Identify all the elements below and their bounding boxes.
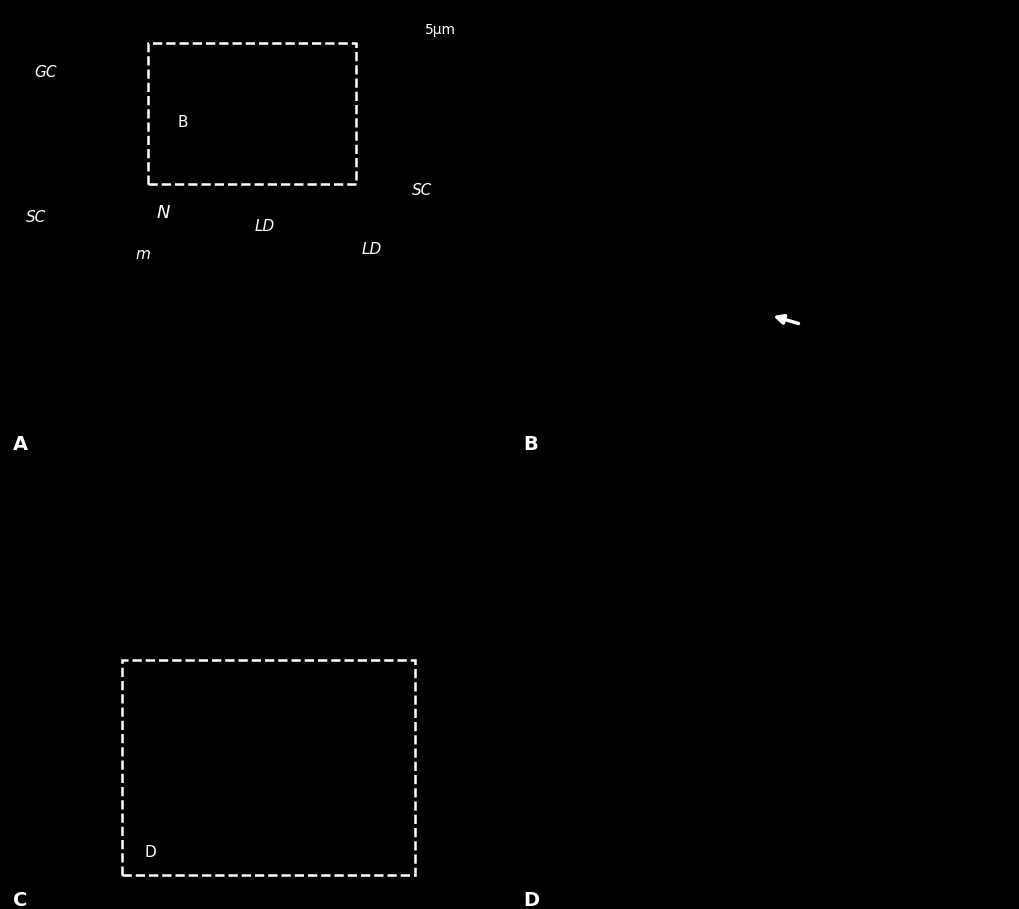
Text: LD: LD: [41, 770, 61, 785]
Text: m: m: [757, 847, 772, 862]
Text: B: B: [177, 115, 189, 130]
Bar: [122, 660, 415, 875]
Text: m: m: [948, 523, 963, 538]
Text: LD: LD: [849, 641, 869, 655]
Text: Ap: Ap: [394, 822, 415, 837]
Text: LD: LD: [963, 346, 983, 361]
Text: C: C: [12, 891, 28, 909]
Text: B: B: [523, 435, 538, 454]
Text: A: A: [12, 435, 28, 454]
Text: m: m: [786, 554, 800, 570]
Text: LD: LD: [630, 843, 650, 857]
Text: Ap: Ap: [755, 47, 774, 62]
Text: 1μm: 1μm: [947, 472, 977, 485]
Text: Ap: Ap: [953, 174, 973, 189]
Text: LD: LD: [638, 219, 658, 235]
Text: m: m: [580, 174, 594, 189]
Text: SC: SC: [412, 183, 432, 198]
Text: 2μm: 2μm: [945, 17, 976, 31]
Text: 5μm: 5μm: [424, 23, 455, 36]
Text: LD: LD: [361, 242, 381, 257]
Text: m: m: [135, 246, 150, 262]
Text: D: D: [144, 844, 156, 860]
Bar: [148, 43, 356, 184]
Text: ER: ER: [556, 856, 577, 871]
Text: 2μm: 2μm: [426, 472, 457, 485]
Text: SC: SC: [861, 355, 881, 370]
Text: IM: IM: [583, 278, 600, 294]
Text: Ap: Ap: [650, 665, 671, 681]
Text: SC: SC: [25, 210, 46, 225]
Text: GC: GC: [35, 65, 57, 80]
Text: Ap: Ap: [359, 732, 379, 746]
Text: Pg: Pg: [588, 102, 606, 116]
Text: Ap: Ap: [755, 237, 774, 253]
Text: LD: LD: [849, 750, 869, 764]
Text: SC: SC: [257, 854, 277, 869]
Text: N: N: [156, 205, 169, 222]
Text: LD: LD: [714, 410, 735, 425]
Text: LD: LD: [255, 219, 274, 235]
Text: SC: SC: [941, 811, 961, 825]
Text: GC: GC: [81, 580, 107, 598]
Text: D: D: [523, 891, 539, 909]
